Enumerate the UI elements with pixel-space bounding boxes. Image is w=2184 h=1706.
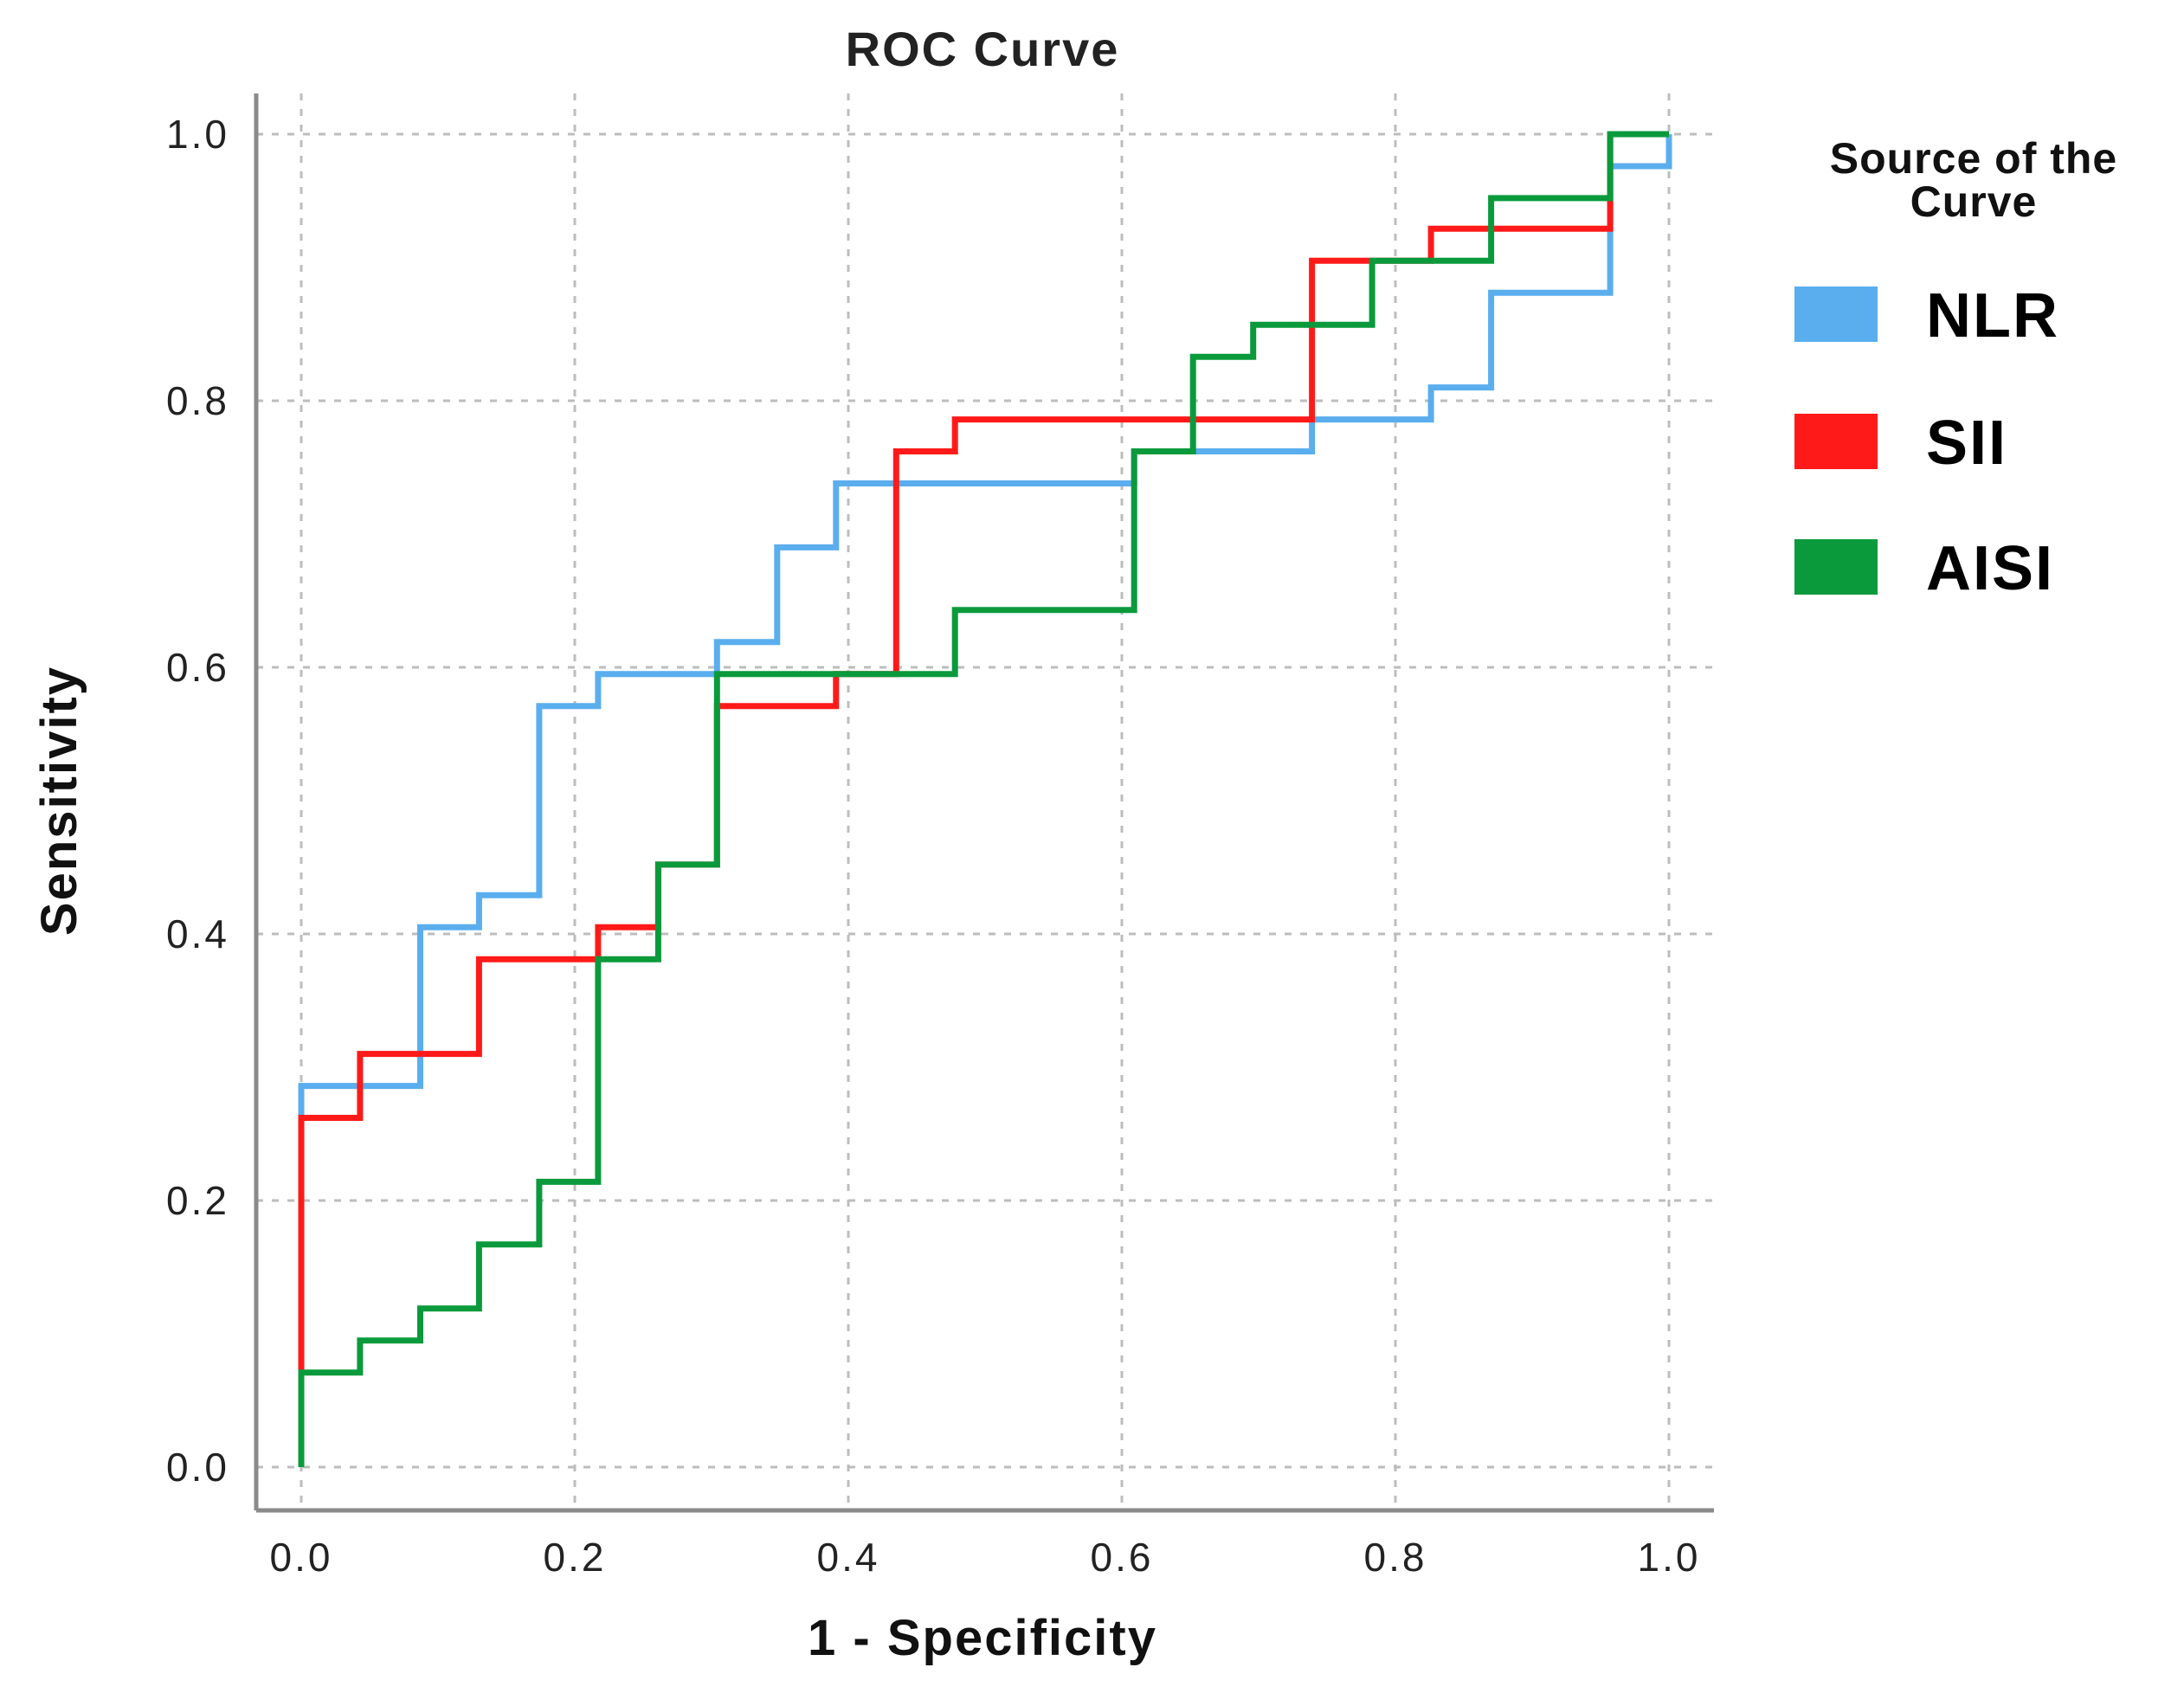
x-tick-label-3: 0.6 — [1091, 1535, 1154, 1580]
y-tick-label-0: 0.0 — [166, 1445, 229, 1490]
series-line-sii — [298, 131, 1669, 1467]
legend-swatch-nlr — [1794, 286, 1878, 342]
x-tick-label-2: 0.4 — [817, 1535, 880, 1580]
legend-swatch-sii — [1794, 414, 1878, 469]
legend-title-line2: Curve — [1910, 177, 2038, 226]
series-layer — [298, 131, 1672, 1467]
series-line-aisi — [298, 131, 1669, 1467]
x-tick-label-5: 1.0 — [1638, 1535, 1701, 1580]
legend-label-sii: SII — [1926, 409, 2007, 478]
y-tick-label-5: 1.0 — [166, 112, 229, 157]
y-tick-label-1: 0.2 — [166, 1178, 229, 1223]
legend-label-nlr: NLR — [1926, 281, 2059, 351]
axes — [254, 93, 1714, 1513]
legend-items: NLR SII AISI — [1794, 281, 2059, 603]
legend-title-line1: Source of the — [1830, 134, 2117, 183]
legend: Source of the Curve NLR SII AISI — [1794, 134, 2117, 603]
y-tick-label-3: 0.6 — [166, 645, 229, 690]
legend-label-aisi: AISI — [1926, 534, 2054, 603]
legend-swatch-aisi — [1794, 539, 1878, 595]
x-axis-title: 1 - Specificity — [808, 1610, 1157, 1666]
x-tick-label-1: 0.2 — [544, 1535, 607, 1580]
x-tick-label-0: 0.0 — [270, 1535, 333, 1580]
y-tick-label-2: 0.4 — [166, 911, 229, 956]
grid — [256, 93, 1714, 1510]
chart-title: ROC Curve — [846, 22, 1120, 76]
y-axis-title: Sensitivity — [31, 666, 87, 936]
series-line-nlr — [298, 134, 1672, 1467]
y-tick-label-4: 0.8 — [166, 378, 229, 423]
tick-labels: 0.0 0.2 0.4 0.6 0.8 1.0 0.0 0.2 0.4 0.6 0.8 1.0 — [166, 112, 1701, 1580]
x-tick-label-4: 0.8 — [1364, 1535, 1427, 1580]
